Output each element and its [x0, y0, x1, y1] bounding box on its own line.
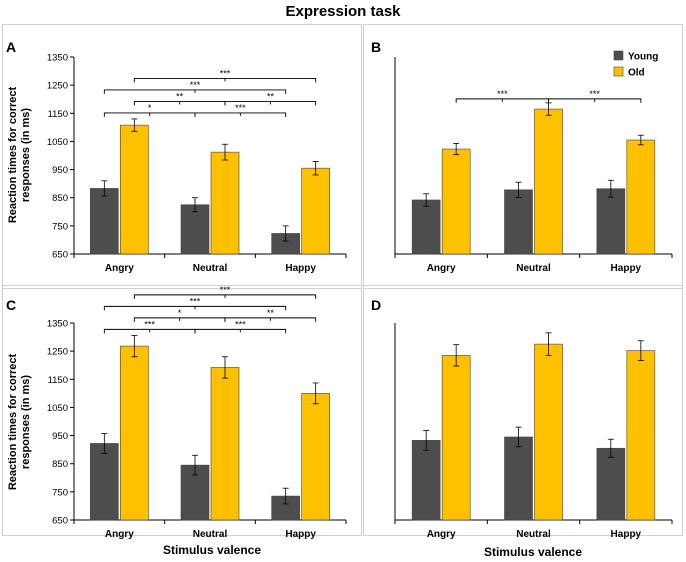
x-tick-label: Neutral: [193, 529, 228, 540]
y-tick-label: 1150: [48, 109, 68, 120]
y-axis-title: Reaction times for correctresponses (in …: [7, 354, 32, 491]
significance-label: ***: [190, 80, 201, 90]
bar-young-neutral: [504, 436, 533, 521]
y-axis-title: Reaction times for correctresponses (in …: [7, 87, 32, 224]
bar-young-neutral: [180, 204, 210, 255]
legend-swatch-young: [613, 50, 624, 61]
figure-title: Expression task: [285, 3, 401, 20]
significance-label: ***: [235, 319, 246, 329]
bar-young-happy: [596, 188, 626, 255]
panel-label: A: [6, 39, 16, 55]
x-axis-title: Stimulus valence: [484, 545, 582, 559]
significance-label: ***: [497, 89, 508, 99]
x-tick-label: Neutral: [516, 263, 551, 274]
legend-label-young: Young: [628, 52, 658, 63]
panel-frame: [363, 24, 683, 289]
bar-old-happy: [626, 139, 656, 255]
bar-old-angry: [441, 355, 471, 521]
y-tick-label: 1250: [47, 347, 68, 358]
y-tick-label: 1250: [47, 81, 68, 92]
y-tick-label: 950: [52, 431, 68, 442]
x-tick-label: Neutral: [516, 529, 551, 540]
bar-young-angry: [411, 440, 441, 521]
x-axis-title: Stimulus valence: [163, 543, 261, 557]
y-axis-title-line2: responses (in ms): [20, 108, 32, 202]
bar-old-happy: [626, 350, 656, 521]
y-tick-label: 650: [52, 250, 68, 261]
x-tick-label: Happy: [285, 263, 316, 274]
x-tick-label: Angry: [427, 263, 456, 274]
bar-old-angry: [120, 124, 149, 255]
bar-young-happy: [596, 447, 626, 521]
bar-young-angry: [90, 443, 119, 521]
y-tick-label: 1350: [47, 53, 68, 64]
x-tick-label: Angry: [427, 529, 456, 540]
x-tick-label: Happy: [611, 263, 642, 274]
bar-young-angry: [411, 199, 441, 255]
x-tick-label: Angry: [105, 263, 134, 274]
bar-old-angry: [441, 148, 471, 255]
x-tick-label: Happy: [611, 529, 642, 540]
significance-bracket: [224, 100, 317, 106]
significance-label: ***: [235, 103, 246, 113]
significance-label: *: [148, 103, 152, 113]
panel-b: B Angry Neutral Happy *** *** Young Old: [363, 24, 683, 289]
panel-label: C: [6, 297, 16, 313]
y-tick-label: 750: [52, 221, 68, 232]
legend-label-old: Old: [628, 68, 645, 79]
bar-old-neutral: [210, 367, 240, 521]
bar-old-neutral: [534, 108, 563, 255]
y-tick-label: 850: [52, 459, 68, 470]
bar-old-happy: [301, 167, 330, 255]
significance-label: **: [267, 308, 275, 318]
bar-old-angry: [120, 345, 149, 521]
y-axis-title-line1: Reaction times for correct: [7, 354, 19, 491]
y-axis-title-line2: responses (in ms): [20, 375, 32, 469]
y-tick-label: 1050: [47, 403, 68, 414]
panel-label: D: [371, 297, 381, 313]
bar-young-angry: [90, 188, 119, 255]
bar-old-neutral: [534, 343, 563, 521]
y-tick-label: 1350: [47, 319, 68, 330]
x-tick-label: Angry: [105, 529, 134, 540]
significance-label: ***: [190, 296, 201, 306]
panel-a: A 650 750 850 950 1050 1150 1250 1350 Angry Neutra…: [2, 24, 362, 289]
y-tick-label: 650: [52, 516, 68, 527]
significance-label: ***: [144, 319, 155, 329]
significance-label: ***: [220, 285, 231, 295]
y-axis-title-line1: Reaction times for correct: [7, 87, 19, 224]
panel-label: B: [371, 39, 381, 55]
panel-frame: [2, 285, 362, 536]
y-tick-label: 950: [52, 165, 68, 176]
legend-swatch-old: [613, 66, 624, 77]
panel-frame: [2, 24, 362, 289]
significance-label: ***: [220, 68, 231, 78]
panel-frame: [363, 285, 683, 536]
significance-bracket: [194, 112, 287, 117]
significance-label: **: [267, 91, 275, 101]
y-tick-label: 750: [52, 487, 68, 498]
y-tick-label: 1050: [47, 137, 68, 148]
panel-d: D Angry Neutral Happy: [363, 285, 683, 540]
bar-young-neutral: [504, 189, 533, 255]
bar-old-neutral: [210, 151, 240, 255]
panel-c: C 650 750 850 950 1050 1150 1250 1350 Angry Neutra…: [2, 285, 362, 540]
significance-label: ***: [589, 89, 600, 99]
y-tick-label: 850: [52, 193, 68, 204]
x-tick-label: Happy: [285, 529, 316, 540]
bar-old-happy: [301, 393, 330, 521]
significance-label: **: [176, 91, 184, 101]
significance-label: *: [178, 308, 182, 318]
y-tick-label: 1150: [48, 375, 68, 386]
x-tick-label: Neutral: [193, 263, 228, 274]
